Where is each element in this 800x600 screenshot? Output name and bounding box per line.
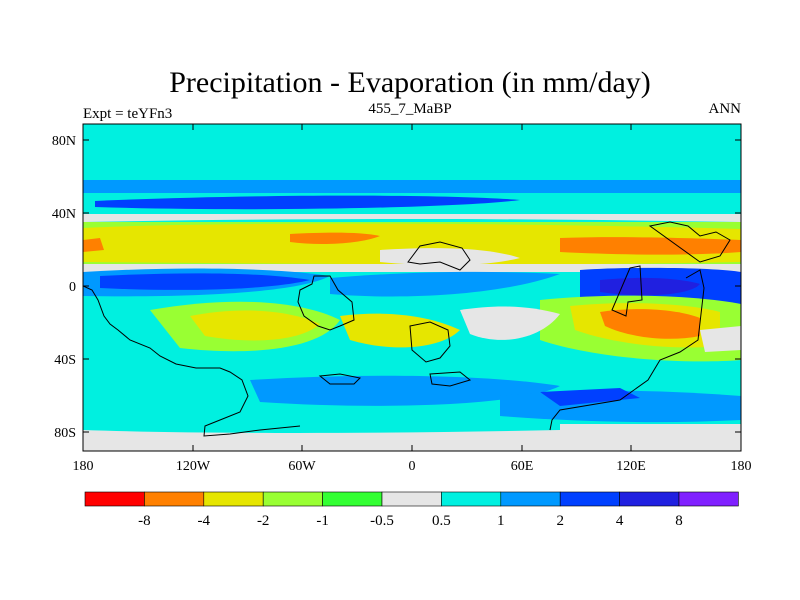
lat-label-0: 0 xyxy=(69,280,76,295)
colorbar-box-5 xyxy=(381,491,442,507)
colorbar-box-2 xyxy=(203,491,264,507)
colorbar-label: -2 xyxy=(257,513,270,529)
band-45n-core xyxy=(95,195,520,210)
colorbar-box-9 xyxy=(619,491,680,507)
lon-label-0: 0 xyxy=(409,459,416,474)
colorbar-label: -8 xyxy=(138,513,151,529)
lon-label-180e: 180 xyxy=(731,459,752,474)
colorbar-label: -1 xyxy=(316,513,329,529)
coastline-island-south-indian xyxy=(429,371,472,387)
colorbar-label: 8 xyxy=(675,513,683,529)
colorbar-label: 2 xyxy=(556,513,564,529)
colorbar-label: -4 xyxy=(198,513,211,529)
colorbar-box-6 xyxy=(441,491,502,507)
colorbar-label: 4 xyxy=(616,513,624,529)
coastline-south-america xyxy=(297,275,355,331)
itcz-pacific-core xyxy=(100,273,310,290)
warm-pool-core xyxy=(600,277,700,296)
lon-label-120e: 120E xyxy=(616,459,646,474)
colorbar-box-3 xyxy=(262,491,323,507)
longitude-axis: 180 120W 60W 0 60E 120E 180 xyxy=(73,124,752,474)
colorbar-box-1 xyxy=(144,491,205,507)
dry-core-atlantic xyxy=(290,232,380,244)
colorbar-label: -0.5 xyxy=(370,513,394,529)
colorbar-box-8 xyxy=(559,491,620,507)
lat-label-80n: 80N xyxy=(52,134,76,149)
storm-track-atlantic xyxy=(250,375,560,406)
latitude-axis: 80N 40N 0 40S 80S xyxy=(52,134,741,441)
lon-label-60w: 60W xyxy=(288,459,316,474)
itcz-atlantic xyxy=(330,271,560,297)
storm-track-core xyxy=(540,388,640,406)
colorbar-box-4 xyxy=(322,491,383,507)
south-pacific-dry-core xyxy=(190,310,320,341)
coastline-africa-south xyxy=(409,321,451,363)
lat-label-80s: 80S xyxy=(54,426,76,441)
coastline-india xyxy=(611,265,643,317)
figure-title: Precipitation - Evaporation (in mm/day) xyxy=(169,66,651,99)
colorbar-label: 0.5 xyxy=(432,513,451,529)
dry-core-asia xyxy=(560,237,741,255)
coastline-americas-south xyxy=(83,285,301,437)
colorbar-box-10 xyxy=(678,491,739,507)
coastline-asia-east xyxy=(648,221,731,263)
lat-label-40n: 40N xyxy=(52,207,76,222)
coastline-africa-north xyxy=(407,241,471,271)
coastlines xyxy=(83,221,731,437)
season-label: ANN xyxy=(709,101,742,117)
south-atlantic-neutral xyxy=(460,306,560,340)
colorbar-box-0 xyxy=(84,491,145,507)
dry-core-west xyxy=(83,238,104,252)
lon-label-60e: 60E xyxy=(511,459,534,474)
colorbar: -8 -4 -2 -1 -0.5 0.5 1 2 4 8 xyxy=(84,491,739,529)
band-55n xyxy=(83,180,741,193)
experiment-label: Expt = teYFn3 xyxy=(83,106,172,122)
south-indian-dry-core xyxy=(600,309,700,339)
tasman-neutral xyxy=(700,326,741,352)
lon-label-120w: 120W xyxy=(176,459,211,474)
lat-label-40s: 40S xyxy=(54,353,76,368)
coastline-australia xyxy=(549,269,705,431)
band-equator-edge xyxy=(83,264,741,272)
coastline-island-south-atlantic xyxy=(318,373,362,385)
lon-label-180w: 180 xyxy=(73,459,94,474)
pme-field xyxy=(83,124,741,451)
antarctic-edge xyxy=(83,420,560,433)
colorbar-box-7 xyxy=(500,491,561,507)
band-30n-dry xyxy=(83,223,741,265)
figure-subtitle: 455_7_MaBP xyxy=(368,101,451,117)
colorbar-label: 1 xyxy=(497,513,505,529)
band-38n xyxy=(83,214,741,222)
